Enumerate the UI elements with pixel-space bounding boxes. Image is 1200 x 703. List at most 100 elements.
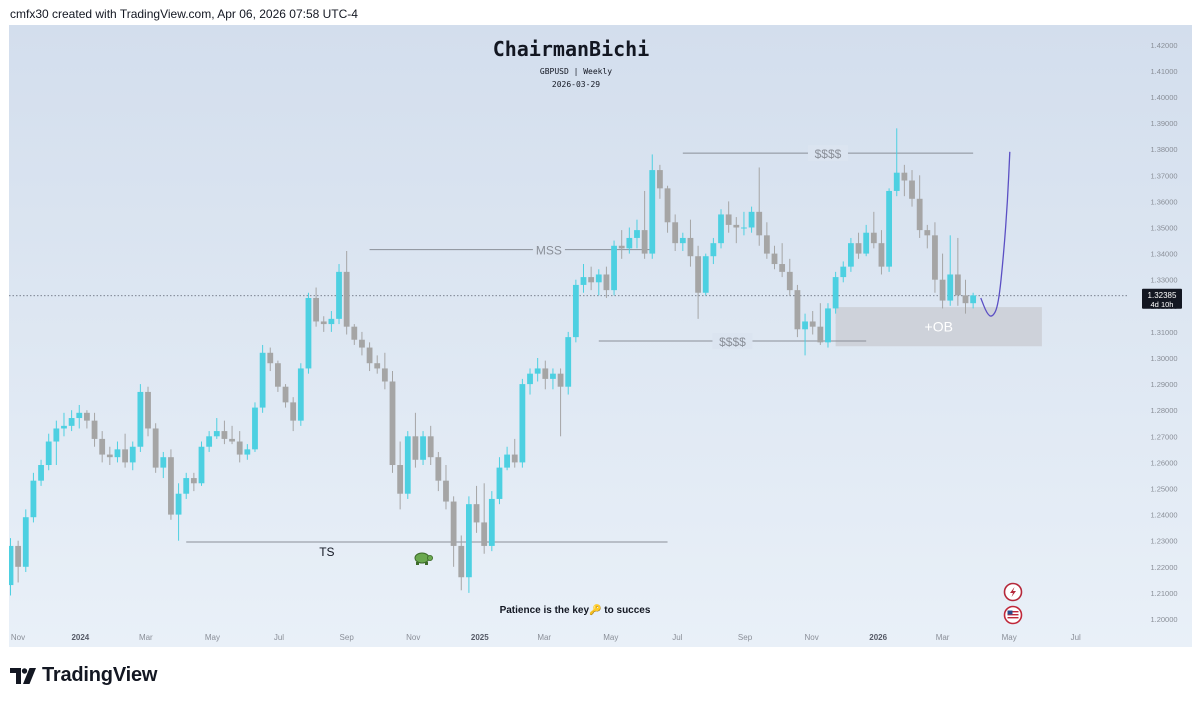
bearish-candle[interactable] [221,420,228,445]
bullish-candle[interactable] [22,509,29,573]
bullish-candle[interactable] [947,235,954,306]
bullish-candle[interactable] [420,431,426,466]
bearish-candle[interactable] [954,237,961,306]
bearish-candle[interactable] [84,410,90,429]
bearish-candle[interactable] [511,438,518,468]
bullish-candle[interactable] [710,237,717,265]
bearish-candle[interactable] [190,472,197,492]
bearish-candle[interactable] [381,352,388,390]
bullish-candle[interactable] [336,264,342,325]
bearish-candle[interactable] [932,222,938,293]
bullish-candle[interactable] [244,444,251,460]
bearish-candle[interactable] [542,360,549,390]
bullish-candle[interactable] [519,378,526,468]
bearish-candle[interactable] [779,243,786,278]
bearish-candle[interactable] [794,284,801,338]
bullish-candle[interactable] [404,431,411,499]
bullish-candle[interactable] [825,303,831,348]
bullish-candle[interactable] [534,358,541,382]
bearish-candle[interactable] [435,451,442,492]
bearish-candle[interactable] [657,164,663,199]
bullish-candle[interactable] [741,211,747,236]
bullish-candle[interactable] [305,292,312,374]
bearish-candle[interactable] [343,250,350,335]
lightning-event-icon[interactable] [1003,582,1023,602]
bullish-candle[interactable] [504,446,510,471]
tradingview-brand[interactable]: TradingView [10,664,157,687]
bearish-candle[interactable] [733,217,740,244]
bullish-candle[interactable] [550,368,556,390]
bullish-candle[interactable] [9,538,14,596]
bearish-candle[interactable] [481,483,488,554]
bearish-candle[interactable] [450,496,457,567]
bearish-candle[interactable] [389,371,396,473]
bearish-candle[interactable] [756,167,763,246]
bearish-candle[interactable] [909,170,915,207]
bearish-candle[interactable] [763,222,770,259]
bearish-candle[interactable] [267,347,274,372]
bearish-candle[interactable] [641,190,648,259]
bullish-candle[interactable] [565,331,572,395]
bearish-candle[interactable] [687,219,694,267]
bearish-candle[interactable] [168,449,174,520]
bullish-candle[interactable] [886,188,892,272]
bearish-candle[interactable] [817,303,824,345]
bullish-candle[interactable] [702,253,709,296]
bearish-candle[interactable] [443,465,449,510]
bearish-candle[interactable] [290,397,297,432]
bearish-candle[interactable] [152,423,159,473]
bullish-candle[interactable] [45,433,52,471]
bearish-candle[interactable] [924,224,931,249]
bearish-candle[interactable] [275,360,281,392]
bullish-candle[interactable] [259,344,266,413]
bearish-candle[interactable] [771,245,778,270]
bullish-candle[interactable] [76,404,83,429]
bearish-candle[interactable] [618,230,625,259]
bullish-candle[interactable] [496,457,503,505]
bearish-candle[interactable] [359,331,365,356]
bearish-candle[interactable] [397,441,404,510]
bearish-candle[interactable] [320,316,327,332]
bearish-candle[interactable] [870,211,877,249]
bullish-candle[interactable] [718,209,724,249]
bearish-candle[interactable] [122,433,128,468]
bearish-candle[interactable] [725,201,732,233]
bullish-candle[interactable] [183,472,190,499]
bullish-candle[interactable] [160,451,167,479]
bullish-candle[interactable] [572,279,579,343]
bearish-candle[interactable] [145,386,151,437]
bearish-candle[interactable] [473,485,480,533]
order-block-zone[interactable] [835,307,1042,347]
bearish-candle[interactable] [878,230,885,275]
bullish-candle[interactable] [297,363,304,426]
bullish-candle[interactable] [68,410,75,432]
bullish-candle[interactable] [626,227,633,254]
bullish-candle[interactable] [488,491,495,552]
bearish-candle[interactable] [458,535,465,591]
bearish-candle[interactable] [672,214,679,251]
bullish-candle[interactable] [114,441,121,463]
bullish-candle[interactable] [527,368,533,395]
bearish-candle[interactable] [313,287,319,327]
bullish-candle[interactable] [634,219,640,249]
bearish-candle[interactable] [282,384,289,408]
bearish-candle[interactable] [901,164,908,197]
bearish-candle[interactable] [15,540,22,583]
bullish-candle[interactable] [893,128,900,197]
bullish-candle[interactable] [611,240,617,296]
bearish-candle[interactable] [106,446,113,466]
bullish-candle[interactable] [595,269,602,296]
bullish-candle[interactable] [252,402,258,452]
chart-area[interactable]: +OB Equal Low$$$$MSS$$$$TS 1.200001.2100… [9,25,1192,647]
bearish-candle[interactable] [229,425,235,445]
bearish-candle[interactable] [786,258,793,296]
candlestick-chart[interactable]: +OB Equal Low$$$$MSS$$$$TS 1.200001.2100… [9,25,1192,647]
bearish-candle[interactable] [939,253,946,309]
bullish-candle[interactable] [38,459,44,486]
bullish-candle[interactable] [679,232,686,251]
bearish-candle[interactable] [603,266,610,298]
bullish-candle[interactable] [848,237,854,272]
bullish-candle[interactable] [649,154,656,259]
bullish-candle[interactable] [198,441,205,486]
bearish-candle[interactable] [351,324,358,345]
